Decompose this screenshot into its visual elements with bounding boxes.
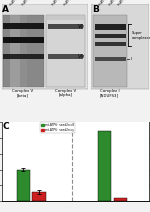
Text: mt-ATP6⁻: mt-ATP6⁻ bbox=[63, 0, 74, 7]
Text: Complex V
[beta]: Complex V [beta] bbox=[12, 89, 34, 97]
Text: mt-ATP6⁺: mt-ATP6⁺ bbox=[20, 0, 32, 7]
Bar bbox=[114, 198, 127, 201]
Bar bbox=[93, 15, 127, 87]
Legend: mt-ATP6⁺ seed2n=8, mt-ATP6⁻ seed2n=y: mt-ATP6⁺ seed2n=8, mt-ATP6⁻ seed2n=y bbox=[40, 122, 75, 132]
Text: Super
complexes: Super complexes bbox=[132, 31, 150, 40]
Bar bbox=[95, 57, 126, 61]
Bar bbox=[48, 24, 83, 29]
Bar bbox=[98, 131, 111, 201]
Text: mt-ATP6: mt-ATP6 bbox=[98, 0, 108, 7]
Text: mt-ATP6⁻: mt-ATP6⁻ bbox=[51, 0, 62, 7]
Bar bbox=[95, 33, 126, 38]
Bar bbox=[3, 54, 44, 59]
Bar bbox=[3, 37, 44, 43]
Text: $V_M$: $V_M$ bbox=[77, 52, 86, 61]
Text: C: C bbox=[2, 122, 9, 131]
Text: $V_O$: $V_O$ bbox=[77, 22, 86, 31]
Text: Complex V
[alpha]: Complex V [alpha] bbox=[56, 89, 77, 97]
Bar bbox=[46, 15, 85, 87]
Bar bbox=[20, 15, 27, 87]
Bar bbox=[48, 54, 83, 59]
Bar bbox=[3, 15, 44, 87]
Text: A: A bbox=[2, 5, 9, 14]
Bar bbox=[17, 170, 30, 201]
Text: mt-ATP6⁺: mt-ATP6⁺ bbox=[8, 0, 20, 7]
Text: mt-ATP6: mt-ATP6 bbox=[116, 0, 127, 7]
Bar bbox=[95, 42, 126, 46]
Text: mt-ATP6: mt-ATP6 bbox=[107, 0, 117, 7]
Text: I: I bbox=[130, 57, 131, 61]
Bar bbox=[95, 24, 126, 30]
Bar bbox=[3, 24, 44, 29]
Bar bbox=[46, 15, 85, 20]
Bar bbox=[32, 192, 46, 201]
Text: B: B bbox=[92, 5, 99, 14]
Bar bbox=[10, 15, 20, 87]
Text: Complex I
[NDUFS3]: Complex I [NDUFS3] bbox=[100, 89, 119, 97]
